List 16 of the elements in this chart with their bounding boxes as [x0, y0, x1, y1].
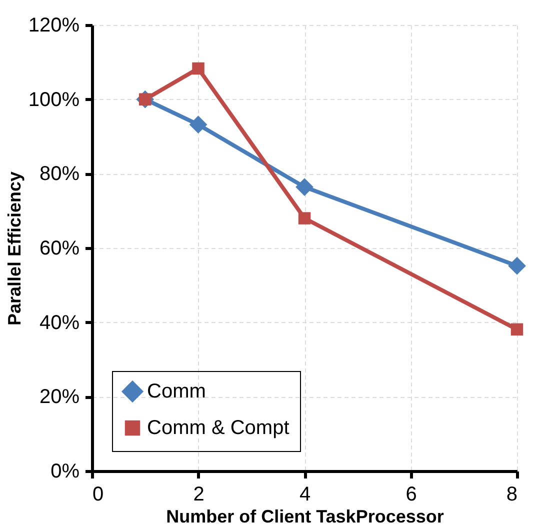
y-tick-label: 40%	[39, 312, 80, 334]
x-tick-label: 2	[193, 484, 204, 506]
x-tick-label: 6	[406, 484, 417, 506]
y-tick-label: 80%	[39, 163, 80, 186]
y-tick-label: 0%	[50, 460, 80, 482]
y-tick-label: 120%	[28, 14, 80, 36]
x-axis-title: Number of Client TaskProcessor	[166, 506, 444, 526]
legend-label: Comm & Compt	[147, 417, 290, 439]
y-tick-label: 20%	[39, 386, 80, 408]
y-axis-title: Parallel Efficiency	[4, 171, 24, 326]
x-tick-label: 0	[92, 484, 104, 506]
x-tick-label: 4	[299, 484, 311, 506]
y-tick-label: 100%	[28, 88, 80, 111]
y-tick-label: 60%	[39, 238, 80, 260]
legend-label: Comm	[147, 380, 206, 402]
x-tick-label: 8	[506, 484, 518, 506]
